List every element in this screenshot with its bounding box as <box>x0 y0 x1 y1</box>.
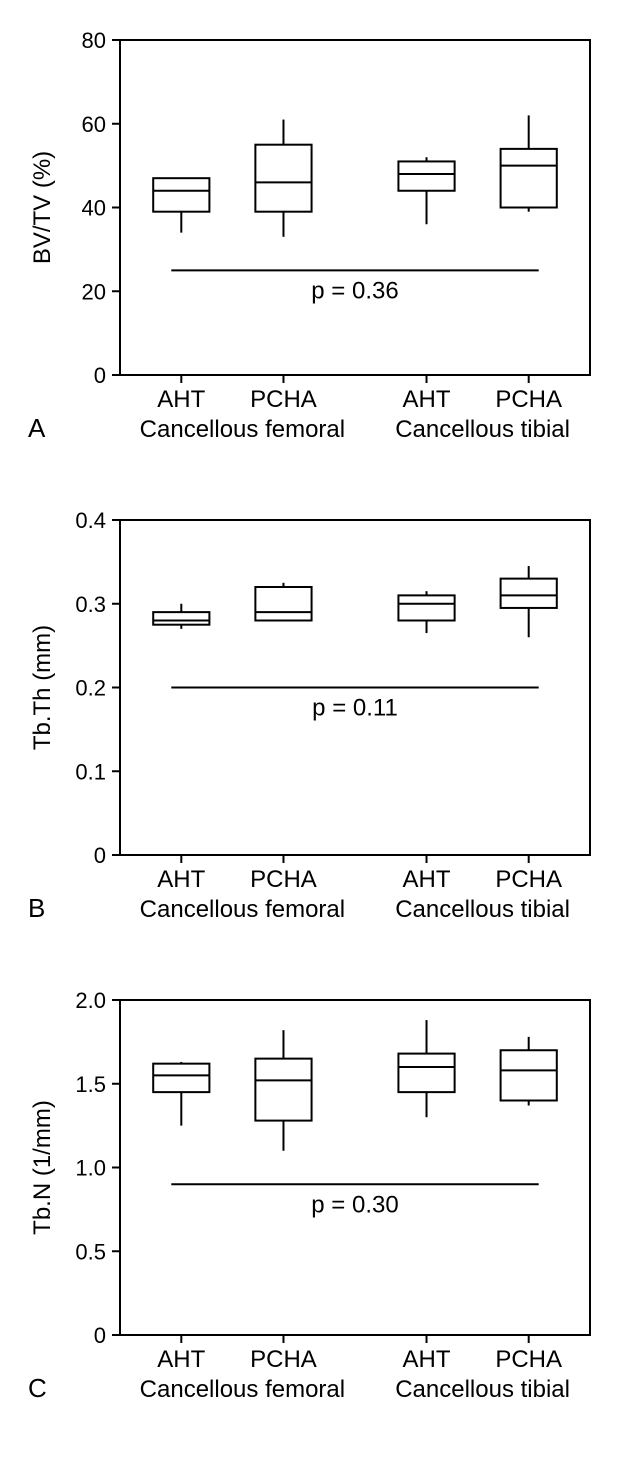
box <box>398 595 454 620</box>
y-axis-label: BV/TV (%) <box>29 151 56 264</box>
p-value-text: p = 0.30 <box>311 1191 398 1218</box>
panel-letter: B <box>28 893 45 923</box>
panel-C: 0 0.5 1.0 1.5 2.0 Tb.N (1/mm) AHT PCHA AHT PCHA Ca… <box>20 980 608 1440</box>
panel-letter: C <box>28 1373 47 1403</box>
x-tick-label: PCHA <box>495 1346 562 1373</box>
box <box>398 161 454 190</box>
group-label-tibial: Cancellous tibial <box>395 416 570 443</box>
y-tick-label: 0.2 <box>75 676 106 701</box>
boxplot-svg: 0 0.5 1.0 1.5 2.0 Tb.N (1/mm) AHT PCHA AHT PCHA Ca… <box>20 980 608 1440</box>
x-tick-label: AHT <box>403 1346 451 1373</box>
panel-letter: A <box>28 413 46 443</box>
x-tick-label: AHT <box>157 386 205 413</box>
box <box>153 1064 209 1092</box>
panel-B: 0 0.1 0.2 0.3 0.4 Tb.Th (mm) AHT PCHA AHT PCHA Can… <box>20 500 608 960</box>
box <box>501 1050 557 1100</box>
x-tick-label: AHT <box>403 866 451 893</box>
group-label-femoral: Cancellous femoral <box>140 1376 345 1403</box>
y-tick-label: 0.4 <box>75 508 106 533</box>
p-value-text: p = 0.11 <box>312 695 398 722</box>
y-tick-label: 80 <box>82 28 106 53</box>
box <box>501 579 557 608</box>
y-tick-label: 40 <box>82 196 106 221</box>
box <box>398 1054 454 1093</box>
y-tick-label: 0 <box>94 363 106 388</box>
x-tick-label: PCHA <box>495 386 562 413</box>
y-tick-label: 20 <box>82 279 106 304</box>
y-tick-label: 2.0 <box>75 988 106 1013</box>
group-label-tibial: Cancellous tibial <box>395 1376 570 1403</box>
x-tick-label: AHT <box>157 866 205 893</box>
x-tick-label: PCHA <box>250 1346 317 1373</box>
y-tick-label: 1.0 <box>75 1156 106 1181</box>
y-tick-label: 0 <box>94 843 106 868</box>
y-axis-label: Tb.Th (mm) <box>29 625 56 750</box>
panel-A: 0 20 40 60 80 BV/TV (%) AHT PCHA AHT PCHA Cancello… <box>20 20 608 480</box>
box <box>255 1059 311 1121</box>
y-tick-label: 60 <box>82 112 106 137</box>
x-tick-label: AHT <box>157 1346 205 1373</box>
box <box>153 612 209 625</box>
x-tick-label: PCHA <box>250 866 317 893</box>
boxplot-svg: 0 0.1 0.2 0.3 0.4 Tb.Th (mm) AHT PCHA AHT PCHA Can… <box>20 500 608 960</box>
y-tick-label: 0.1 <box>75 759 106 784</box>
y-tick-label: 0.3 <box>75 592 106 617</box>
box <box>501 149 557 208</box>
y-tick-label: 0.5 <box>75 1239 106 1264</box>
group-label-femoral: Cancellous femoral <box>140 896 345 923</box>
x-tick-label: PCHA <box>250 386 317 413</box>
y-axis-label: Tb.N (1/mm) <box>29 1100 56 1235</box>
group-label-tibial: Cancellous tibial <box>395 896 570 923</box>
boxplot-svg: 0 20 40 60 80 BV/TV (%) AHT PCHA AHT PCHA Cancello… <box>20 20 608 480</box>
x-tick-label: AHT <box>403 386 451 413</box>
box <box>255 145 311 212</box>
y-tick-label: 0 <box>94 1323 106 1348</box>
group-label-femoral: Cancellous femoral <box>140 416 345 443</box>
box <box>255 587 311 621</box>
box <box>153 178 209 212</box>
y-tick-label: 1.5 <box>75 1072 106 1097</box>
x-tick-label: PCHA <box>495 866 562 893</box>
p-value-text: p = 0.36 <box>311 277 398 304</box>
